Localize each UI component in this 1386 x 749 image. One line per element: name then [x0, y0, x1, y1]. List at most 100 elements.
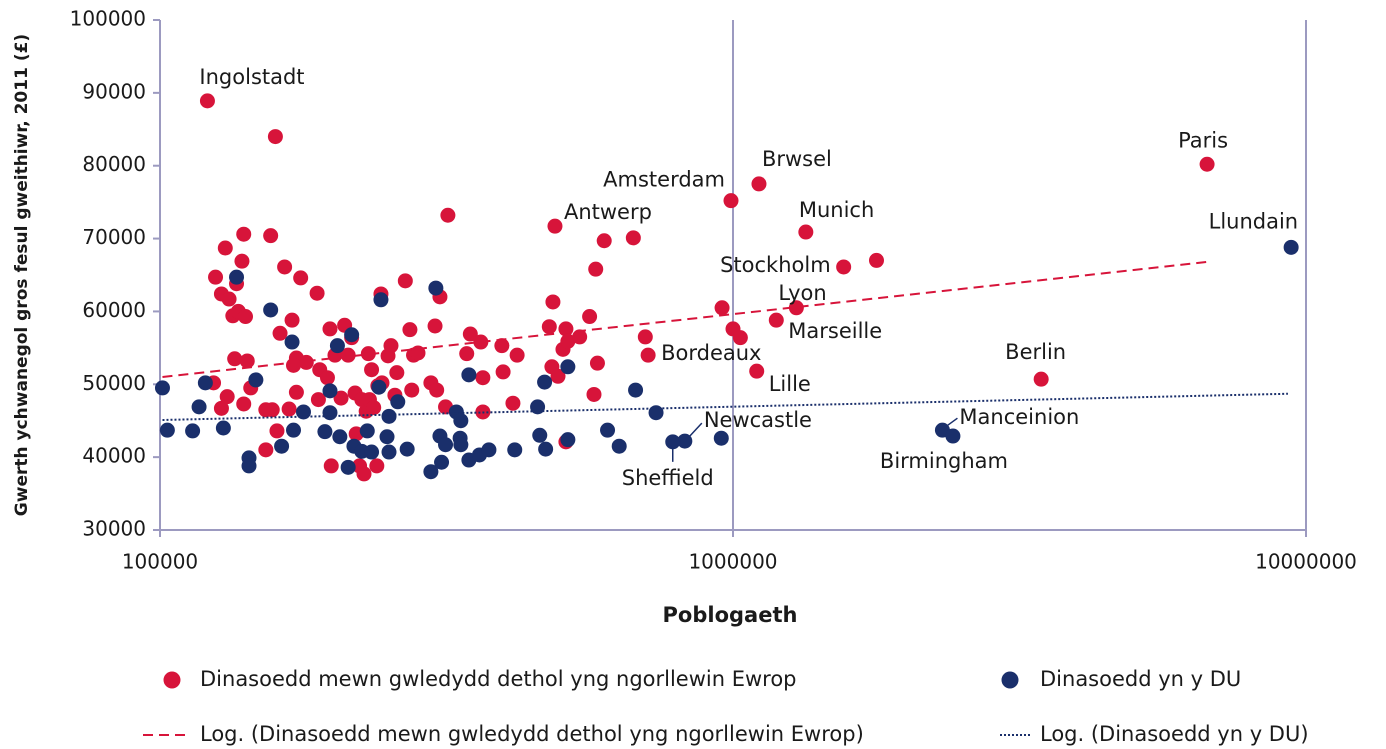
point: [868, 252, 884, 268]
point: [281, 401, 297, 417]
point: [208, 269, 224, 285]
point: [154, 380, 170, 396]
point: [509, 347, 525, 363]
point: [381, 408, 397, 424]
point: [185, 423, 201, 439]
point: [494, 338, 510, 354]
point: [159, 422, 175, 438]
point: [588, 261, 604, 277]
point-label: Stockholm: [720, 253, 831, 277]
point: [263, 228, 279, 244]
y-tick-label: 60000: [82, 298, 146, 322]
point: [714, 300, 730, 316]
point-label: Birmingham: [880, 449, 1008, 473]
point: [286, 422, 302, 438]
point: [1199, 156, 1215, 172]
point: [434, 454, 450, 470]
point: [309, 285, 325, 301]
point: [530, 399, 546, 415]
y-axis-label: Gwerth ychwanegol gros fesul gweithiwr, …: [12, 34, 32, 516]
point: [560, 432, 576, 448]
point: [322, 383, 338, 399]
point: [333, 390, 349, 406]
point-label: Manceinion: [959, 405, 1079, 429]
point: [310, 392, 326, 408]
point: [475, 370, 491, 386]
point: [1033, 371, 1049, 387]
point-label: Amsterdam: [603, 168, 725, 192]
point: [364, 362, 380, 378]
point: [453, 437, 469, 453]
point: [322, 321, 338, 337]
point: [317, 424, 333, 440]
x-tick-label: 10000000: [1255, 550, 1357, 574]
point: [238, 309, 254, 325]
point: [665, 434, 681, 450]
point: [286, 357, 302, 373]
point: [732, 330, 748, 346]
point: [191, 399, 207, 415]
point: [723, 193, 739, 209]
point: [495, 364, 511, 380]
point: [267, 129, 283, 145]
point: [600, 422, 616, 438]
point: [269, 423, 285, 439]
point: [532, 427, 548, 443]
legend-marker: [1001, 671, 1019, 689]
point: [582, 309, 598, 325]
point: [381, 444, 397, 460]
point: [677, 433, 693, 449]
point: [589, 355, 605, 371]
point: [505, 395, 521, 411]
point: [768, 312, 784, 328]
point: [648, 405, 664, 421]
point-label: Marseille: [788, 319, 882, 343]
point-label: Munich: [799, 198, 874, 222]
point: [236, 396, 252, 412]
point: [239, 353, 255, 369]
point: [258, 402, 274, 418]
point: [459, 346, 475, 362]
point: [572, 329, 588, 345]
y-tick-label: 30000: [82, 517, 146, 541]
point: [277, 259, 293, 275]
point: [390, 394, 406, 410]
point: [340, 347, 356, 363]
point: [293, 270, 309, 286]
legend-marker: [163, 671, 181, 689]
point: [637, 329, 653, 345]
leader-line: [945, 417, 958, 427]
legend-label: Log. (Dinasoedd mewn gwledydd dethol yng…: [200, 722, 864, 746]
point: [550, 368, 566, 384]
point-label: Ingolstadt: [199, 65, 304, 89]
point: [1283, 239, 1299, 255]
point: [356, 466, 372, 482]
point: [197, 375, 213, 391]
point: [229, 269, 245, 285]
point: [217, 240, 233, 256]
y-tick-label: 50000: [82, 371, 146, 395]
point: [560, 359, 576, 375]
point: [545, 294, 561, 310]
point-label: Berlin: [1005, 340, 1066, 364]
point: [440, 207, 456, 223]
point: [462, 326, 478, 342]
point: [402, 322, 418, 338]
point: [399, 441, 415, 457]
point: [749, 363, 765, 379]
point-label: Brwsel: [762, 147, 832, 171]
point: [241, 458, 257, 474]
point: [227, 351, 243, 367]
point: [332, 429, 348, 445]
point: [272, 325, 288, 341]
point-label: Lyon: [778, 281, 826, 305]
point: [427, 318, 443, 334]
point: [288, 384, 304, 400]
point: [219, 389, 235, 405]
point: [359, 423, 375, 439]
point: [248, 372, 264, 388]
point: [586, 386, 602, 402]
point: [284, 312, 300, 328]
